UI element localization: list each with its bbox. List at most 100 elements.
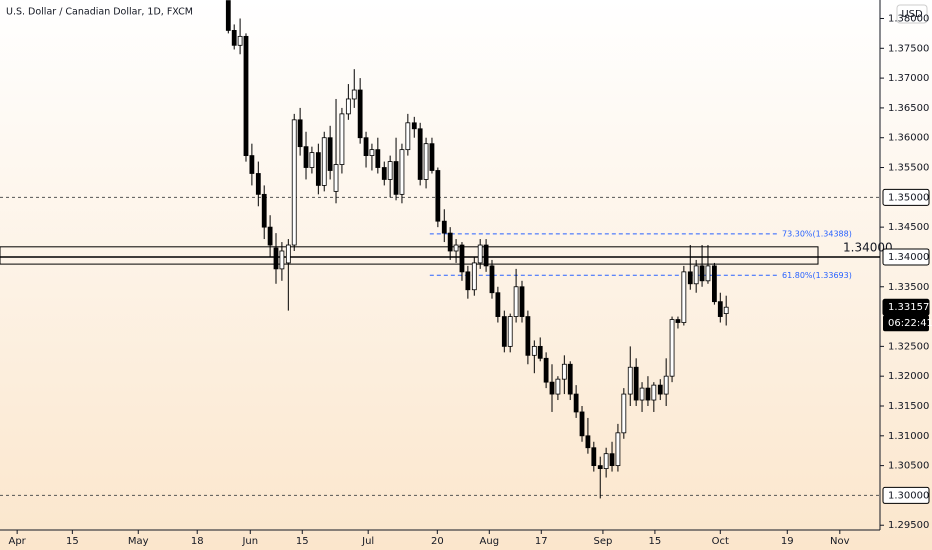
y-tick-label: 1.37500 <box>888 43 929 54</box>
candle-body <box>231 30 237 46</box>
candle-body <box>651 384 657 401</box>
candle-body <box>429 143 435 171</box>
y-tick-label: 1.38000 <box>888 13 929 24</box>
candle-body <box>459 244 465 273</box>
currency-box[interactable] <box>896 4 928 24</box>
candle-body <box>303 146 309 168</box>
candle-body <box>489 265 495 294</box>
candle-body <box>315 152 321 186</box>
candle-body <box>585 435 591 449</box>
candle-body <box>309 152 315 168</box>
candle-body <box>633 366 639 401</box>
candle-body <box>675 319 681 323</box>
x-tick-label: 20 <box>431 536 444 547</box>
y-tick-label: 1.32500 <box>888 341 929 352</box>
candle-body <box>681 271 687 323</box>
candle-body <box>237 35 243 46</box>
candle-body <box>561 363 567 380</box>
x-tick-label: 17 <box>535 536 548 547</box>
candle-body <box>387 161 393 180</box>
y-tick-label: 1.32000 <box>888 371 929 382</box>
candle-body <box>471 262 477 291</box>
y-tick-label: 1.35500 <box>888 163 929 174</box>
candle-body <box>639 387 645 401</box>
candle-body <box>525 316 531 356</box>
candle-body <box>669 319 675 377</box>
candle-body <box>645 387 651 401</box>
candle-body <box>513 286 519 317</box>
zone-axis-box <box>882 248 930 266</box>
candle-body <box>687 271 693 285</box>
candle-body <box>717 301 723 317</box>
candle-body <box>297 119 303 148</box>
candle-body <box>615 432 621 467</box>
x-tick-label: 15 <box>66 536 79 547</box>
candle-body <box>621 393 627 434</box>
candle-body <box>537 345 543 359</box>
level-box <box>882 188 930 206</box>
candle-body <box>339 113 345 165</box>
candle-body <box>357 89 363 139</box>
candle-body <box>591 447 597 467</box>
candle-body <box>393 161 399 195</box>
zone-axis-label: 1.34000 <box>888 252 929 263</box>
candle-body <box>579 411 585 437</box>
candle-body <box>279 250 285 270</box>
candle-body <box>627 366 633 395</box>
x-tick-label: Nov <box>830 536 850 547</box>
countdown: 06:22:41 <box>888 318 932 329</box>
y-tick-label: 1.37000 <box>888 73 929 84</box>
candle-body <box>333 164 339 192</box>
candle-body <box>657 384 663 395</box>
x-tick-label: 18 <box>191 536 204 547</box>
candle-body <box>417 128 423 180</box>
y-tick-label: 1.36500 <box>888 103 929 114</box>
candle-body <box>477 244 483 264</box>
candle-body <box>519 286 525 317</box>
candle-body <box>345 98 351 115</box>
candle-body <box>261 193 267 228</box>
candle-body <box>447 232 453 252</box>
candle-body <box>483 244 489 267</box>
candle-body <box>693 265 699 285</box>
candle-body <box>351 89 357 100</box>
candle-body <box>597 465 603 469</box>
y-tick-label: 1.29500 <box>888 520 929 531</box>
x-tick-label: 19 <box>781 536 794 547</box>
candle-body <box>375 149 381 168</box>
candle-body <box>567 363 573 395</box>
candle-body <box>273 247 279 270</box>
candle-body <box>543 357 549 383</box>
candle-body <box>435 170 441 222</box>
candle-body <box>327 137 333 171</box>
currency: USD <box>901 9 923 20</box>
candle-body <box>699 265 705 282</box>
candle-body <box>609 453 615 467</box>
zone-level-label: 1.34000 <box>843 240 893 254</box>
candle-body <box>549 381 555 395</box>
candle-body <box>411 122 417 130</box>
last-price-label: 1.33157 <box>888 302 929 313</box>
candle-body <box>381 167 387 180</box>
x-tick-label: Aug <box>480 536 500 547</box>
candle-body <box>405 122 411 151</box>
candle-body <box>249 155 255 174</box>
fib-label: 73.30%(1.34388) <box>782 229 852 238</box>
candle-body <box>267 226 273 246</box>
y-tick-label: 1.30500 <box>888 461 929 472</box>
x-tick-label: 15 <box>296 536 309 547</box>
y-tick-label: 1.31000 <box>888 431 929 442</box>
candle-body <box>555 378 561 395</box>
candle-body <box>603 453 609 469</box>
candle-body <box>255 173 261 195</box>
candle-body <box>423 143 429 180</box>
x-tick-label: May <box>128 536 149 547</box>
level-label: 1.35000 <box>888 192 929 203</box>
candle-body <box>321 137 327 186</box>
x-tick-label: Jul <box>361 536 374 547</box>
chart-title: U.S. Dollar / Canadian Dollar, 1D, FXCM <box>6 7 193 18</box>
y-tick-label: 1.31500 <box>888 401 929 412</box>
candle-body <box>291 119 297 246</box>
candle-body <box>723 306 729 314</box>
y-tick-label: 1.36000 <box>888 133 929 144</box>
